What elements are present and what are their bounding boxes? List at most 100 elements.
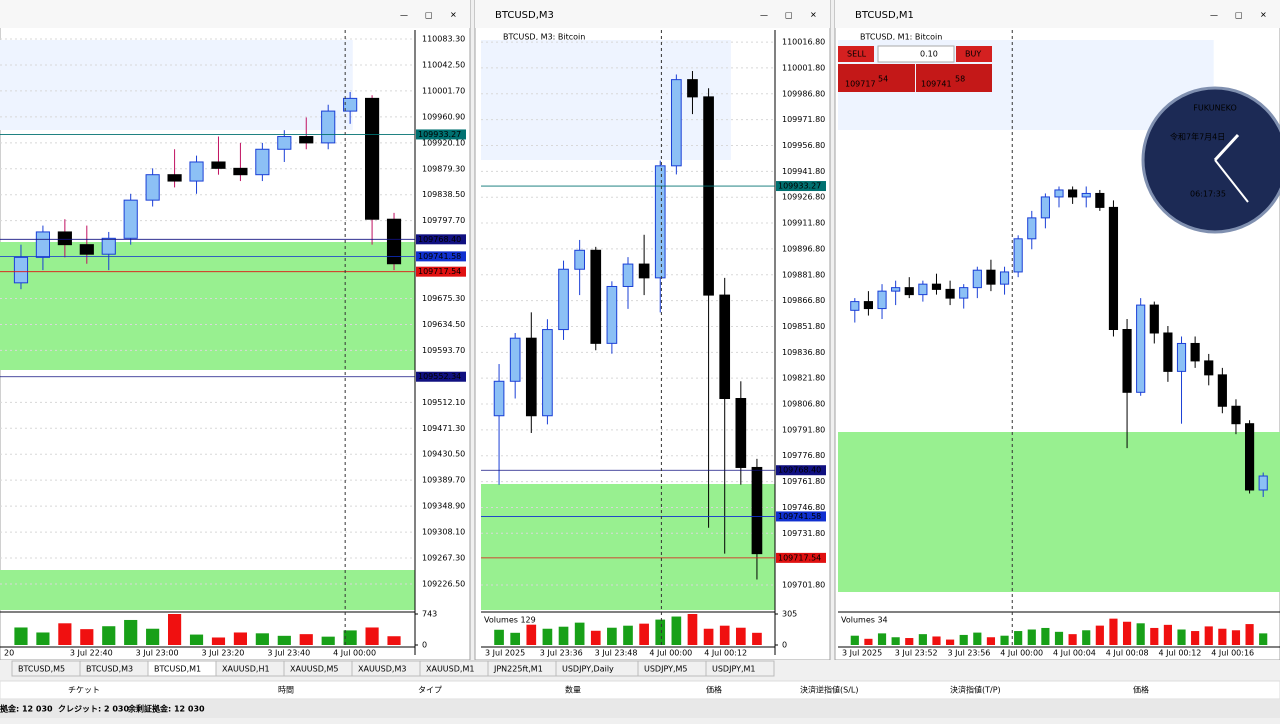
volume-tick-label: 743 — [422, 610, 437, 619]
price-tick-label: 109836.80 — [782, 348, 825, 357]
volume-box[interactable] — [877, 45, 955, 63]
title-bar — [835, 0, 1280, 28]
volume-bar — [58, 623, 72, 645]
column-header: 決済逆指値(S/L) — [800, 685, 858, 695]
candle-body — [1258, 475, 1268, 491]
volume-tick-label: 0 — [422, 641, 427, 650]
volume-bar — [80, 629, 94, 645]
buy-label: BUY — [965, 50, 981, 59]
candle-body — [343, 97, 358, 112]
window-button[interactable]: — — [1210, 11, 1218, 20]
candle-body — [189, 161, 204, 182]
volume-bar — [1191, 631, 1200, 645]
price-tick-label: 109960.90 — [422, 112, 465, 121]
volume-bar — [905, 638, 914, 645]
candle-body — [1217, 374, 1227, 407]
price-line-label: 109717.54 — [778, 553, 821, 562]
time-label: 3 Jul 23:00 — [136, 649, 179, 658]
candle-body — [277, 136, 292, 150]
time-label: 4 Jul 00:12 — [1159, 649, 1202, 658]
bid-main: 109717 — [845, 80, 876, 89]
window-button[interactable]: ✕ — [1260, 11, 1267, 20]
status-bar — [0, 700, 1280, 718]
price-tick-label: 109956.80 — [782, 141, 825, 150]
window-button[interactable]: ✕ — [450, 11, 457, 20]
price-line-label: 109552.34 — [418, 372, 461, 381]
volume-bar — [211, 637, 226, 645]
candle-body — [365, 97, 380, 220]
price-tick-label: 109881.80 — [782, 270, 825, 279]
time-label: 4 Jul 00:00 — [1000, 649, 1043, 658]
window-title: BTCUSD,M3 — [495, 10, 554, 21]
window-button[interactable]: — — [760, 11, 768, 20]
volume-bar — [1054, 631, 1064, 645]
window-button[interactable]: ✕ — [810, 11, 817, 20]
candle-body — [1108, 206, 1119, 331]
price-tick-label: 109701.80 — [782, 581, 825, 590]
volume-bar — [558, 626, 569, 645]
price-tick-label: 109226.50 — [422, 579, 465, 588]
zone — [0, 242, 415, 370]
title-bar — [475, 0, 830, 28]
time-label: 3 Jul 2025 — [485, 649, 525, 658]
volume-bar — [986, 637, 996, 645]
candle-body — [687, 79, 698, 98]
candle-body — [558, 268, 569, 331]
bid-big: 54 — [878, 75, 888, 84]
price-tick-label: 109430.50 — [422, 450, 465, 459]
volume-bar — [973, 632, 982, 645]
window-button[interactable]: □ — [425, 11, 433, 20]
price-tick-label: 109838.50 — [422, 190, 465, 199]
volume-bar — [299, 634, 313, 645]
candle-body — [877, 290, 887, 310]
price-tick-label: 109761.80 — [782, 477, 825, 486]
volume-bar — [623, 625, 633, 645]
window-button[interactable]: □ — [785, 11, 793, 20]
candle-body — [654, 165, 666, 279]
buy-button[interactable] — [956, 46, 992, 62]
price-line-tag — [416, 251, 466, 262]
time-label: 3 Jul 23:48 — [595, 649, 638, 658]
candle-body — [79, 244, 94, 255]
clock-hand — [1213, 133, 1240, 162]
volume-bar — [1068, 634, 1077, 645]
chart-subtitle: BTCUSD, M3: Bitcoin — [503, 33, 585, 42]
candle-body — [972, 269, 982, 289]
volume-bar — [1041, 627, 1050, 645]
candle-body — [1204, 360, 1214, 376]
ask-box[interactable] — [916, 64, 992, 92]
bid-box[interactable] — [838, 64, 915, 92]
price-tick-label: 109797.70 — [422, 216, 465, 225]
price-line-label: 109741.58 — [418, 252, 461, 261]
volume-label: Volumes 34 — [841, 616, 888, 625]
window-button[interactable]: □ — [1235, 11, 1243, 20]
price-tick-label: 109267.30 — [422, 554, 465, 563]
zone — [481, 40, 731, 160]
volume-bar — [1204, 626, 1213, 645]
tab[interactable] — [705, 660, 775, 677]
time-label: 3 Jul 23:56 — [948, 649, 991, 658]
time-label: 4 Jul 00:12 — [704, 649, 747, 658]
window-button[interactable]: — — [400, 11, 408, 20]
price-tick-label: 110042.50 — [422, 60, 465, 69]
volume-value: 0.10 — [920, 50, 938, 59]
price-line-label: 109933.27 — [778, 182, 821, 191]
time-label: 4 Jul 00:16 — [1211, 649, 1254, 658]
volume-bar — [687, 614, 698, 645]
candle-body — [638, 263, 650, 279]
candle-body — [321, 110, 336, 144]
sell-button[interactable] — [838, 46, 874, 62]
volume-bar — [703, 628, 714, 645]
volume-bar — [671, 616, 682, 645]
volume-bar — [365, 627, 379, 645]
candle-body — [509, 337, 521, 382]
volume-bar — [877, 633, 887, 645]
candle-body — [35, 231, 50, 258]
volume-bar — [655, 619, 666, 645]
candle-body — [719, 294, 731, 400]
volume-bar — [1109, 618, 1118, 645]
tab-label: BTCUSD,M3 — [86, 665, 133, 674]
candle-body — [386, 218, 402, 265]
candle-body — [606, 285, 618, 344]
